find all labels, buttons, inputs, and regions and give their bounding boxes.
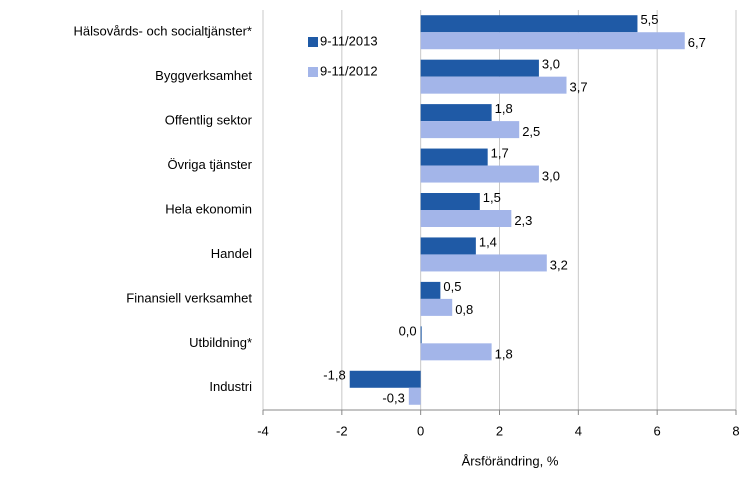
category-label: Offentlig sektor	[165, 113, 253, 128]
x-tick-label: 8	[732, 423, 739, 438]
value-label: 2,5	[522, 124, 540, 139]
value-label: 0,0	[399, 323, 417, 338]
value-label: 6,7	[688, 35, 706, 50]
x-tick-label: 4	[575, 423, 582, 438]
value-label: 1,8	[495, 346, 513, 361]
category-label: Övriga tjänster	[167, 157, 252, 172]
legend-label: 9-11/2012	[320, 63, 378, 78]
legend-swatch	[308, 37, 318, 47]
value-label: 5,5	[640, 12, 658, 27]
bar	[420, 326, 422, 344]
bar	[420, 121, 520, 139]
legend-label: 9-11/2013	[320, 33, 378, 48]
bar	[420, 32, 685, 50]
bar	[420, 237, 476, 255]
category-label: Hälsovårds- och socialtjänster*	[74, 24, 252, 39]
category-label: Hela ekonomin	[165, 201, 252, 216]
bar	[420, 15, 638, 33]
x-tick-label: -2	[336, 423, 348, 438]
value-label: 3,0	[542, 57, 560, 72]
value-label: 0,5	[443, 279, 461, 294]
bar	[420, 76, 567, 94]
x-tick-label: 0	[417, 423, 424, 438]
bar	[420, 59, 539, 77]
bar	[349, 370, 421, 388]
bar	[420, 104, 492, 122]
category-label: Handel	[211, 246, 252, 261]
x-tick-label: 2	[496, 423, 503, 438]
category-label: Byggverksamhet	[155, 68, 252, 83]
legend-swatch	[308, 67, 318, 77]
bar	[420, 281, 441, 299]
x-axis-label: Årsförändring, %	[462, 453, 559, 468]
x-tick-label: 6	[654, 423, 661, 438]
category-label: Industri	[209, 379, 252, 394]
bar	[420, 210, 512, 227]
value-label: 1,5	[483, 190, 501, 205]
category-label: Utbildning*	[189, 335, 252, 350]
x-tick-label: -4	[257, 423, 269, 438]
bar	[420, 254, 547, 272]
value-label: 3,7	[570, 80, 588, 95]
value-label: 3,2	[550, 257, 568, 272]
bar	[420, 165, 539, 183]
value-label: 1,4	[479, 234, 497, 249]
value-label: -1,8	[323, 368, 345, 383]
category-label: Finansiell verksamhet	[126, 290, 252, 305]
value-label: 1,8	[495, 101, 513, 116]
value-label: 0,8	[455, 302, 473, 317]
value-label: 1,7	[491, 145, 509, 160]
bar	[420, 148, 488, 166]
value-label: 3,0	[542, 168, 560, 183]
bar	[420, 193, 480, 210]
value-label: -0,3	[382, 391, 404, 406]
bar	[408, 387, 421, 405]
value-label: 2,3	[514, 213, 532, 228]
bar	[420, 343, 492, 361]
bar	[420, 298, 453, 316]
